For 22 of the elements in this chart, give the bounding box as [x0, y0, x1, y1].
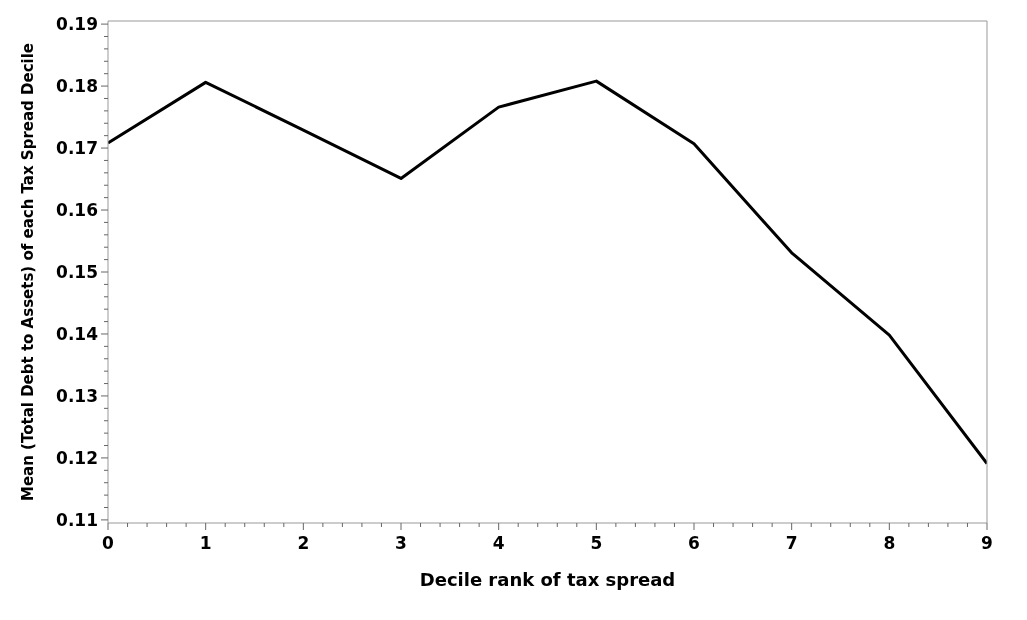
x-tick-label: 5 — [590, 533, 603, 553]
x-tick-label: 2 — [297, 533, 310, 553]
y-tick-label: 0.19 — [56, 14, 98, 35]
x-tick-label: 6 — [688, 533, 700, 553]
y-tick-label: 0.12 — [56, 447, 98, 468]
y-tick-label: 0.14 — [56, 323, 99, 344]
y-tick-label: 0.15 — [56, 262, 98, 282]
y-tick-label: 0.13 — [56, 385, 98, 406]
y-tick-label: 0.18 — [56, 76, 98, 97]
y-tick-label: 0.11 — [56, 509, 98, 530]
x-tick-label: 3 — [395, 533, 407, 553]
x-tick-label: 8 — [883, 533, 896, 553]
x-tick-label: 0 — [102, 533, 115, 553]
y-tick-label: 0.17 — [56, 138, 98, 159]
x-tick-label: 4 — [492, 533, 505, 553]
y-axis-title: Mean (Total Debt to Assets) of each Tax Spread Decile — [19, 42, 38, 502]
y-tick-label: 0.16 — [56, 200, 98, 221]
x-tick-label: 7 — [785, 533, 798, 553]
x-tick-label: 1 — [199, 533, 212, 553]
x-tick-label: 9 — [981, 533, 993, 553]
line-series — [108, 79, 987, 465]
x-axis-title: Decile rank of tax spread — [419, 568, 676, 590]
